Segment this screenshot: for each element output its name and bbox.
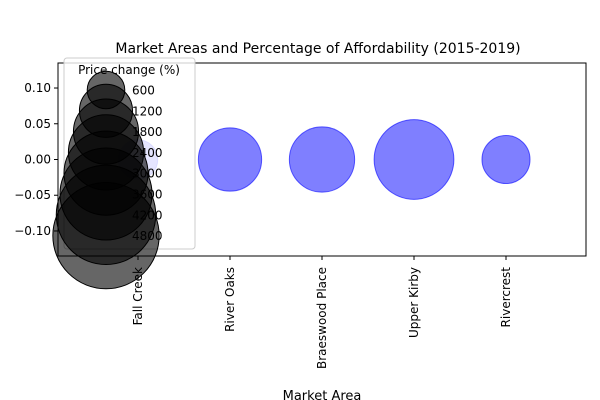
y-tick-label: 0.10 <box>24 81 51 95</box>
y-tick-label: 0.00 <box>24 153 51 167</box>
y-tick-label: −0.05 <box>14 188 51 202</box>
bubble <box>197 127 263 192</box>
legend-label: 3600 <box>132 188 163 202</box>
y-axis: −0.10 −0.05 0.00 0.05 0.10 <box>14 81 58 238</box>
y-tick-label: 0.05 <box>24 117 51 131</box>
x-tick-label: Upper Kirby <box>407 267 421 338</box>
bubble <box>288 126 356 193</box>
y-tick-label: −0.10 <box>14 224 51 238</box>
bubble <box>481 134 531 185</box>
legend-marker <box>52 181 160 290</box>
legend-label: 1200 <box>132 104 163 118</box>
chart-title: Market Areas and Percentage of Affordabi… <box>115 41 520 57</box>
legend-label: 600 <box>132 84 155 98</box>
legend-label: 4800 <box>132 229 163 243</box>
bubbles <box>117 119 531 200</box>
legend-label: 4200 <box>132 208 163 222</box>
bubble <box>373 119 455 200</box>
legend-title: Price change (%) <box>78 63 180 77</box>
x-tick-label: Fall Creek <box>131 267 145 325</box>
x-tick-label: Braeswood Place <box>315 267 329 369</box>
x-axis: Fall Creek River Oaks Braeswood Place Upper… <box>131 256 513 369</box>
legend: Price change (%) 600 1200 1800 2400 3000 3600… <box>52 57 196 290</box>
x-tick-label: River Oaks <box>223 267 237 332</box>
legend-label: 2400 <box>132 146 163 160</box>
legend-label: 1800 <box>132 125 163 139</box>
x-axis-label: Market Area <box>283 389 362 400</box>
x-tick-label: Rivercrest <box>499 267 513 328</box>
legend-label: 3000 <box>132 167 163 181</box>
